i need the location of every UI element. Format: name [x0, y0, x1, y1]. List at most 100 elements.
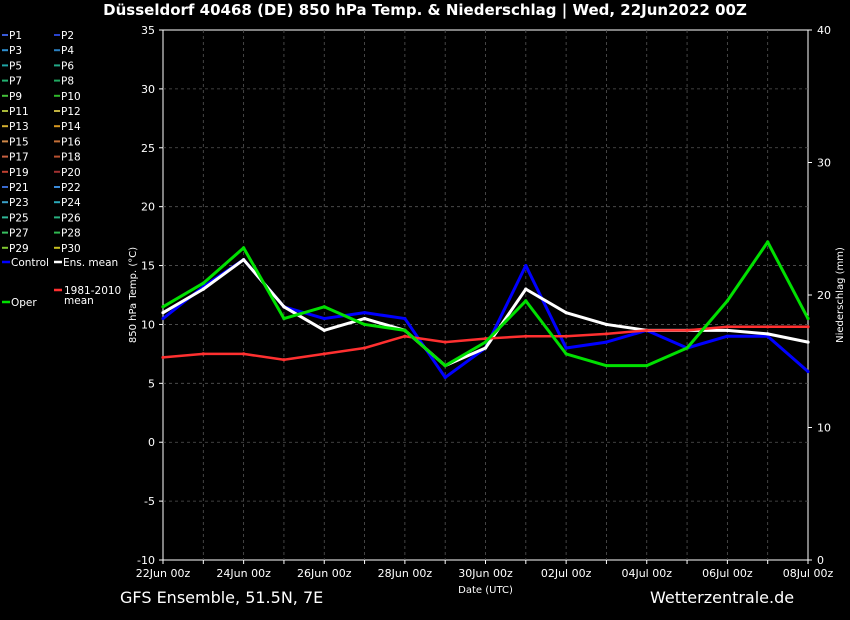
data-point-ens-mean	[725, 328, 729, 332]
legend-label: Oper	[11, 297, 37, 309]
data-point-oper	[645, 364, 649, 368]
data-point-ens-mean	[322, 328, 326, 332]
data-point-control	[322, 316, 326, 321]
data-point-1981-2010-mean	[766, 325, 770, 329]
data-point-1981-2010-mean	[443, 340, 447, 344]
data-point-1981-2010-mean	[564, 334, 568, 338]
x-tick-label: 26Jun 00z	[297, 567, 352, 580]
data-point-oper	[322, 305, 326, 309]
legend-label: P8	[61, 76, 74, 88]
data-point-control	[161, 316, 165, 321]
data-point-ens-mean	[766, 332, 770, 336]
data-point-control	[806, 369, 810, 374]
data-point-1981-2010-mean	[201, 352, 205, 356]
y2-tick-label: 10	[817, 422, 831, 435]
legend-label: P24	[61, 197, 81, 209]
y-tick-label: 20	[141, 201, 155, 214]
y-tick-label: 5	[148, 377, 155, 390]
legend-label: P1	[9, 30, 22, 42]
x-tick-label: 04Jul 00z	[621, 567, 672, 580]
data-point-oper	[806, 316, 810, 321]
data-point-oper	[362, 322, 367, 327]
chart-title: Düsseldorf 40468 (DE) 850 hPa Temp. & Ni…	[103, 1, 747, 19]
y2-axis-label: Niederschlag (mm)	[835, 247, 846, 343]
legend-label: P14	[61, 121, 81, 133]
x-tick-label: 22Jun 00z	[136, 567, 191, 580]
legend-label: Control	[11, 257, 49, 269]
data-point-1981-2010-mean	[725, 325, 729, 329]
legend-label: P13	[9, 121, 29, 133]
legend-label: P20	[61, 167, 81, 179]
data-point-oper	[443, 364, 447, 368]
x-tick-label: 06Jul 00z	[702, 567, 753, 580]
legend-label: P9	[9, 91, 22, 103]
data-point-oper	[403, 328, 407, 332]
legend-label: P17	[9, 152, 29, 164]
data-point-control	[524, 263, 528, 268]
y2-tick-label: 30	[817, 157, 831, 170]
legend-label: P5	[9, 60, 22, 72]
data-point-1981-2010-mean	[806, 325, 810, 329]
data-point-control	[604, 340, 609, 344]
y2-tick-label: 0	[817, 554, 824, 567]
model-caption: GFS Ensemble, 51.5N, 7E	[120, 588, 324, 607]
data-point-ens-mean	[564, 311, 568, 315]
data-point-1981-2010-mean	[403, 334, 407, 338]
legend-label: P29	[9, 243, 29, 255]
data-point-oper	[282, 316, 286, 321]
data-point-oper	[685, 346, 689, 350]
y-tick-label: -10	[137, 554, 155, 567]
data-point-ens-mean	[806, 340, 810, 344]
data-point-oper	[524, 299, 528, 303]
data-point-oper	[161, 305, 165, 309]
legend-label: P18	[61, 152, 81, 164]
data-point-1981-2010-mean	[282, 358, 286, 362]
legend-label: P28	[61, 228, 81, 240]
data-point-oper	[242, 246, 246, 250]
legend-label: P22	[61, 182, 81, 194]
y-tick-label: 25	[141, 142, 155, 155]
x-tick-label: 24Jun 00z	[216, 567, 271, 580]
legend-label: P30	[61, 243, 81, 255]
y-tick-label: 35	[141, 24, 155, 37]
legend-label: P16	[61, 136, 81, 148]
legend-label: P27	[9, 228, 29, 240]
data-point-ens-mean	[483, 346, 488, 350]
x-tick-label: 08Jul 00z	[783, 567, 834, 580]
y-tick-label: 0	[148, 436, 155, 449]
data-point-oper	[725, 299, 729, 303]
data-point-ens-mean	[201, 287, 205, 291]
x-tick-label: 02Jul 00z	[541, 567, 592, 580]
data-point-1981-2010-mean	[322, 352, 326, 356]
data-point-1981-2010-mean	[161, 355, 165, 360]
x-tick-label: 30Jun 00z	[458, 567, 513, 580]
y-tick-label: 10	[141, 318, 155, 331]
data-point-control	[725, 334, 729, 338]
x-axis-label: Date (UTC)	[458, 585, 513, 596]
legend-label: P4	[61, 45, 74, 57]
y-tick-label: 30	[141, 83, 155, 96]
legend-label: P7	[9, 76, 22, 88]
legend-label: 1981-2010	[64, 285, 121, 297]
legend-label: P10	[61, 91, 81, 103]
data-point-1981-2010-mean	[604, 332, 609, 336]
legend-label: P21	[9, 182, 29, 194]
y2-tick-label: 40	[817, 24, 831, 37]
data-point-1981-2010-mean	[645, 328, 649, 332]
y-tick-label: 15	[141, 260, 155, 273]
legend-label: P19	[9, 167, 29, 179]
data-point-oper	[201, 281, 205, 285]
y2-tick-label: 20	[817, 289, 831, 302]
legend-label: P12	[61, 106, 81, 118]
data-point-ens-mean	[362, 316, 367, 321]
data-point-ens-mean	[242, 258, 246, 262]
x-tick-label: 28Jun 00z	[378, 567, 433, 580]
data-point-control	[443, 375, 447, 380]
data-point-1981-2010-mean	[242, 352, 246, 356]
data-point-ens-mean	[161, 311, 165, 315]
legend-label: mean	[64, 295, 94, 307]
legend-label: P11	[9, 106, 29, 118]
data-point-ens-mean	[524, 287, 528, 291]
data-point-oper	[604, 364, 609, 368]
